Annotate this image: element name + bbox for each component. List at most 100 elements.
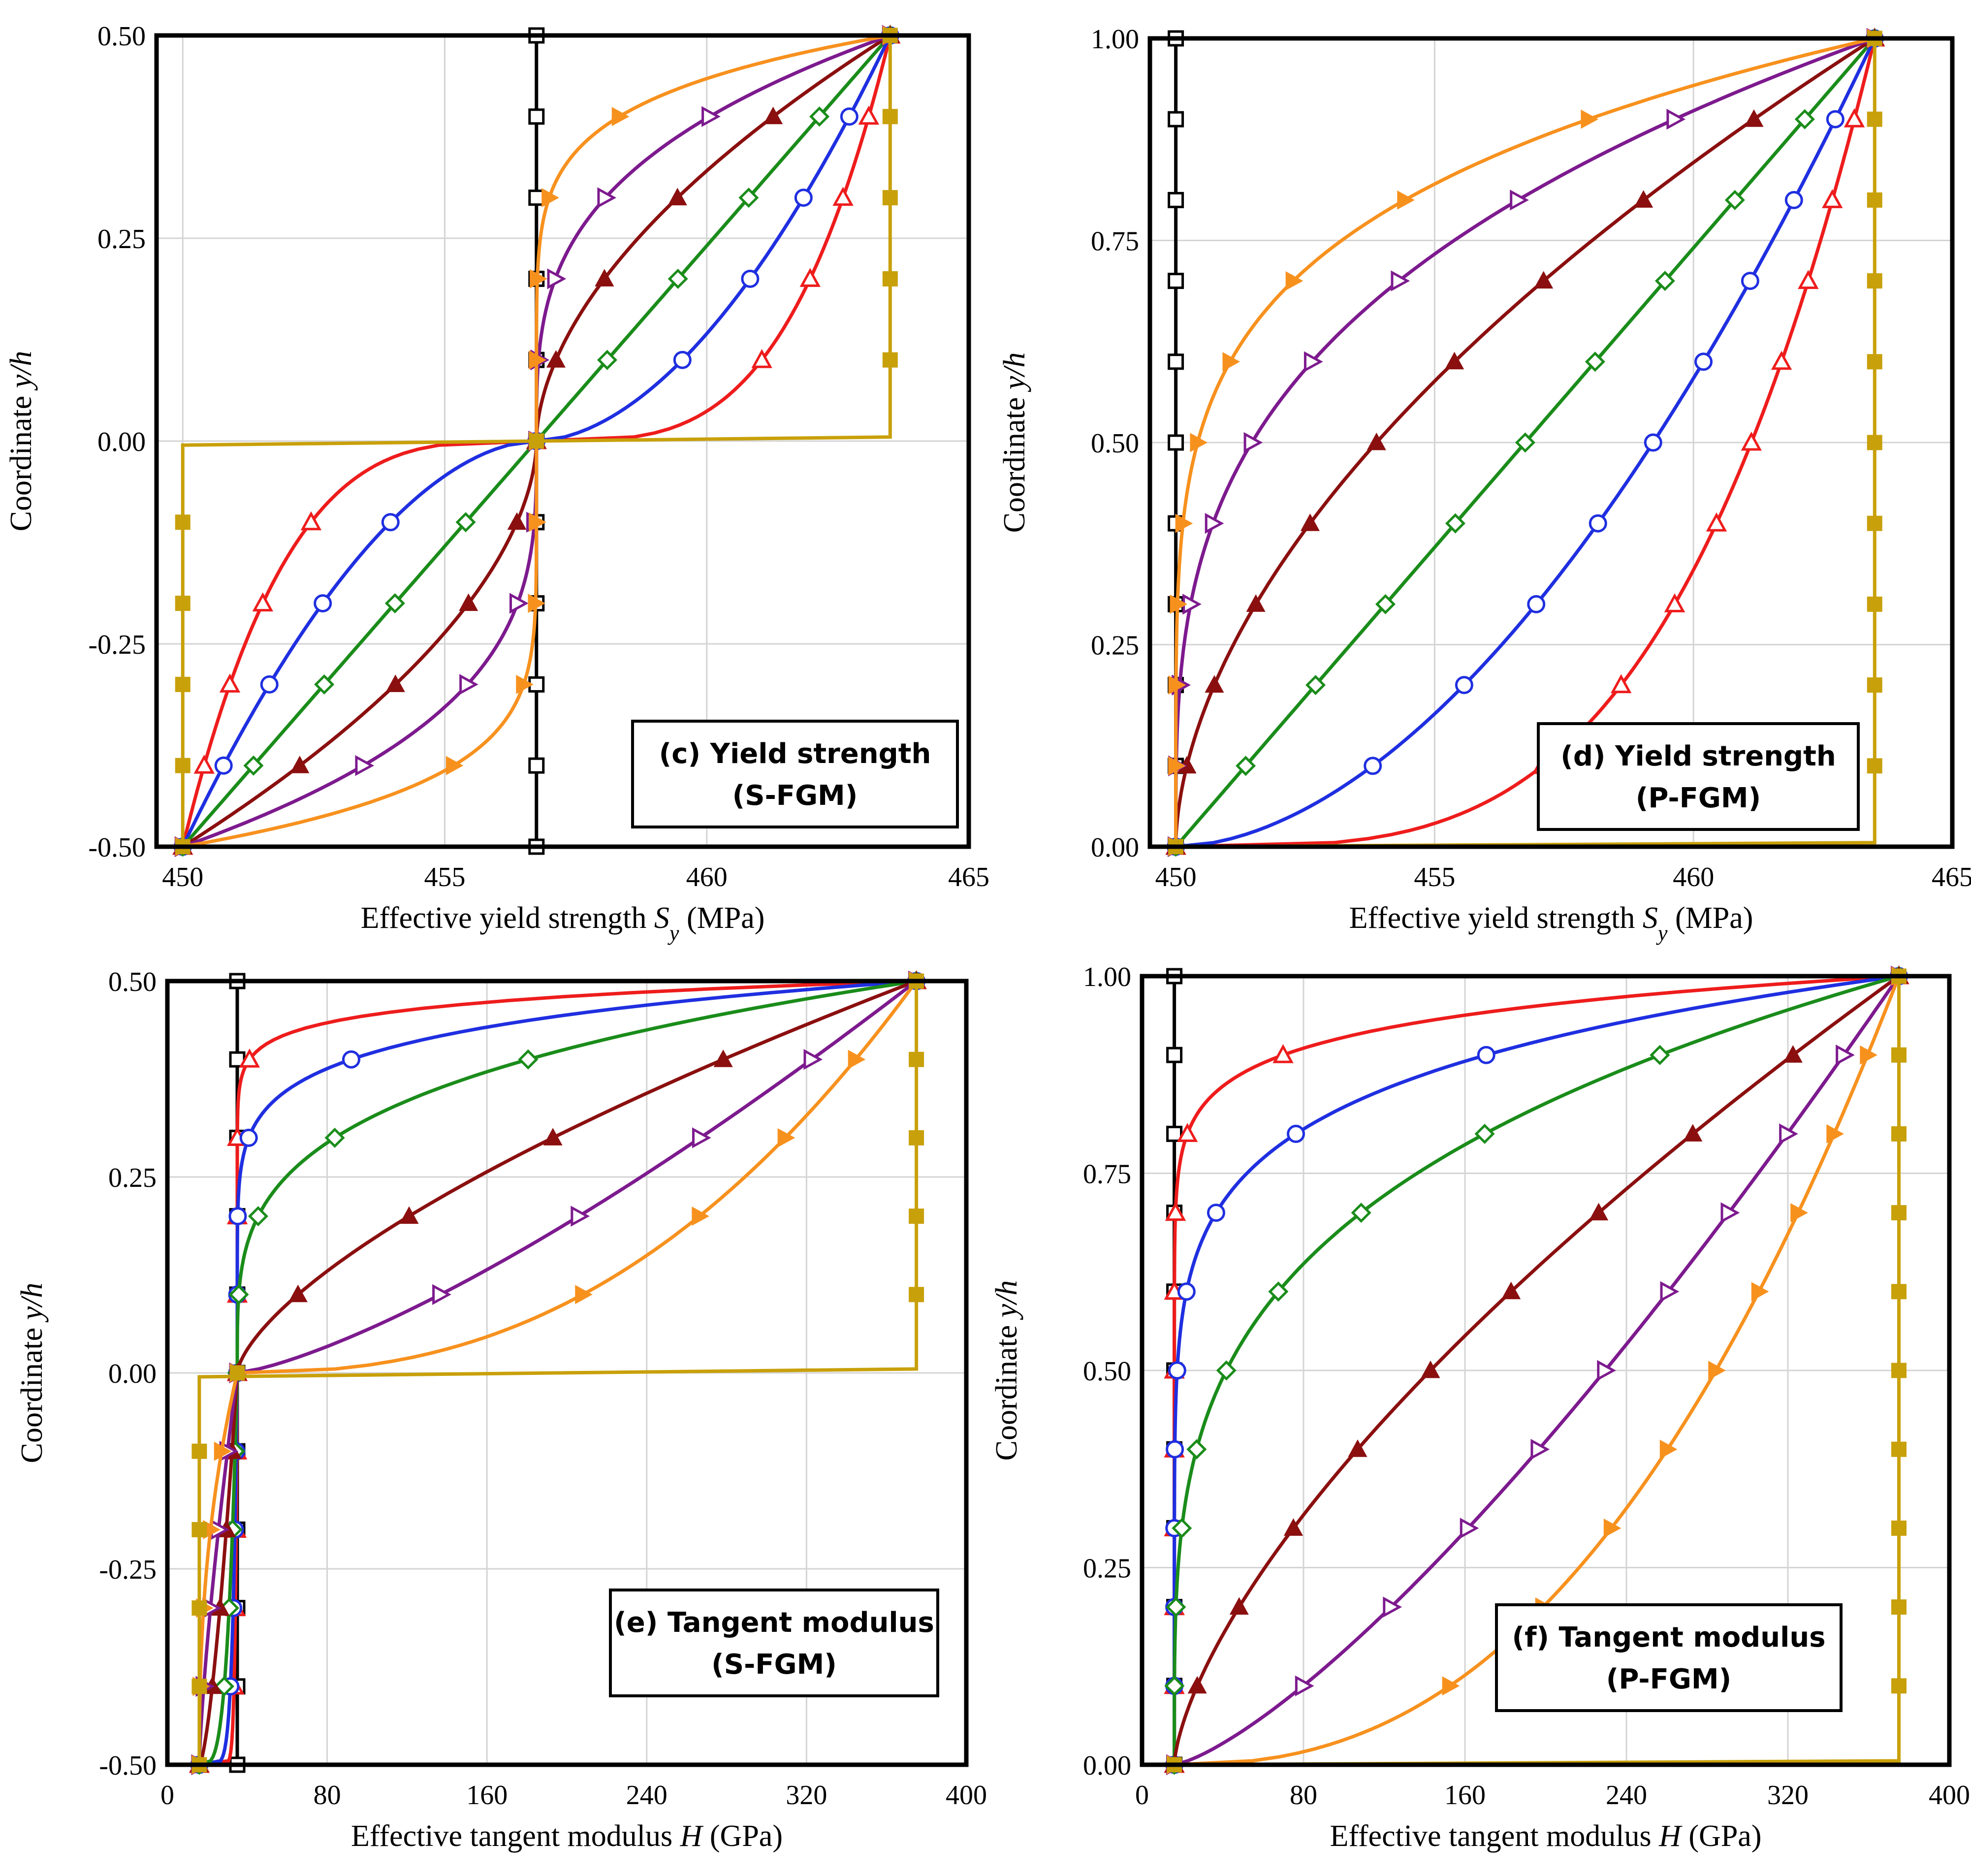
- panel-d-xtick-label-0: 450: [1155, 862, 1197, 892]
- panel-e-title-line2: (S-FGM): [711, 1649, 837, 1681]
- panel-d-series-orange-point-9: [1581, 109, 1599, 129]
- panel-c-series-darkred-point-7: [595, 269, 614, 286]
- panel-f-series-orange-point-7: [1790, 1203, 1808, 1223]
- panel-d-xtick-label-1: 455: [1414, 862, 1455, 892]
- panel-f-series-blue-point-8: [1287, 1124, 1305, 1143]
- panel-e-ytick-label-0: -0.50: [99, 1750, 157, 1781]
- panel-d-series-green-point-4: [1445, 513, 1465, 534]
- panel-d-series-green-point-3: [1375, 594, 1396, 614]
- panel-e-series-gold-point-1: [191, 1679, 207, 1694]
- panel-c-series-blue-point-3: [314, 594, 332, 613]
- panel-f-title-box: (f) Tangent modulus (P-FGM): [1495, 1603, 1843, 1712]
- panel-d-series-orange-point-1: [1168, 756, 1186, 776]
- panel-e-ytick-label-2: 0.00: [108, 1359, 157, 1389]
- panel-f-series-gold-point-0: [1891, 1678, 1907, 1694]
- panel-d-series-purple-point-4: [1205, 512, 1224, 534]
- panel-e-title-line1: (e) Tangent modulus: [614, 1607, 934, 1639]
- panel-c-series-blue-point-7: [741, 269, 760, 288]
- panel-f-series-purple-point-6: [1660, 1281, 1680, 1303]
- panel-f-series-gold-point-2: [1891, 1520, 1907, 1536]
- panel-d-series-gold-point-7: [1867, 192, 1882, 208]
- panel-d-series-red-point-6: [1771, 350, 1792, 370]
- panel-f-series-green-point-6: [1268, 1281, 1289, 1302]
- panel-d-series-blue-point-9: [1826, 110, 1844, 128]
- panel-e-series-gold-point-5: [909, 1287, 924, 1303]
- panel-c-series-blue-point-9: [840, 107, 858, 126]
- panel-e-series-gold-point-6: [909, 1208, 924, 1224]
- panel-c-series-darkred-point-8: [668, 188, 687, 206]
- panel-f-series-darkred-point-8: [1683, 1124, 1703, 1142]
- panel-d-series-green-point-9: [1794, 109, 1815, 129]
- panel-e-series-gold-point-3: [191, 1522, 207, 1537]
- panel-d-series-blue-point-1: [1364, 757, 1382, 775]
- panel-e-xtick-label-3: 240: [626, 1780, 668, 1811]
- panel-e-series-orange-point-6: [575, 1285, 593, 1304]
- panel-e-title-box: (e) Tangent modulus (S-FGM): [609, 1589, 939, 1697]
- panel-e-series-orange-point-8: [777, 1128, 795, 1147]
- panel-e-series-blue-point-7: [228, 1207, 247, 1226]
- panel-f-series-red-point-8: [1176, 1123, 1198, 1142]
- panel-d-yield-strength-p-fgm: 450 455 460 465 0.00 0.25 0.50 0.75 1.00 Effecti…: [998, 24, 1971, 945]
- panel-c-ytick-label-4: 0.50: [97, 21, 146, 52]
- panel-c-title-line2: (S-FGM): [732, 780, 858, 812]
- panel-c-title-line1: (c) Yield strength: [659, 738, 931, 770]
- panel-f-series-orange-point-6: [1751, 1282, 1769, 1302]
- panel-c-series-gold-point-1: [175, 758, 191, 773]
- panel-c-series-green-point-1: [243, 755, 264, 776]
- panel-d-series-green-point-7: [1654, 271, 1675, 291]
- panel-d-series-darkred-point-8: [1634, 190, 1653, 208]
- panel-f-series-green-point-1: [1164, 1676, 1185, 1696]
- panel-f-series-blue-point-7: [1207, 1204, 1225, 1222]
- panel-f-series-purple-point-8: [1779, 1123, 1798, 1145]
- panel-d-series-darkred-point-7: [1534, 271, 1554, 289]
- panel-c-series-blue-point-2: [260, 675, 279, 694]
- panel-f-xtick-label-1: 80: [1290, 1780, 1317, 1811]
- panel-d-series-orange-point-5: [1190, 433, 1208, 452]
- panel-c-series-red-point-4: [300, 511, 322, 531]
- panel-c-series-orange-point-2: [516, 674, 534, 694]
- panel-d-xtick-label-2: 460: [1673, 862, 1714, 892]
- panel-f-series-purple-point-1: [1295, 1675, 1314, 1697]
- panel-c-series-gold-point-7: [882, 190, 898, 206]
- panel-c-series-blue-point-6: [673, 350, 692, 369]
- panel-f-xtick-label-3: 240: [1606, 1780, 1647, 1811]
- panel-d-series-blue-point-2: [1455, 676, 1473, 695]
- panel-d-ytick-label-4: 1.00: [1091, 24, 1139, 55]
- panel-e-ytick-label-4: 0.50: [108, 967, 157, 997]
- panel-f-title-line1: (f) Tangent modulus: [1512, 1622, 1825, 1653]
- panel-c-series-orange-point-3: [528, 594, 546, 613]
- panel-f-ytick-label-3: 0.75: [1083, 1159, 1131, 1190]
- panel-c-series-red-point-6: [751, 349, 772, 368]
- panel-d-series-red-point-7: [1798, 270, 1819, 289]
- panel-c-series-red-point-2: [219, 673, 241, 693]
- panel-e-series-gold-point-7: [909, 1130, 924, 1145]
- panel-c-series-blue-point-4: [381, 513, 400, 532]
- panel-c-xtick-label-3: 465: [948, 862, 989, 892]
- panel-f-series-orange-point-3: [1603, 1518, 1621, 1538]
- panel-c-series-orange-point-6: [529, 350, 546, 370]
- panel-c-series-red-point-3: [252, 592, 274, 612]
- panel-c-series-red-point-1: [193, 755, 215, 774]
- panel-f-xtick-label-5: 400: [1929, 1780, 1970, 1811]
- panel-d-series-black-point-9: [1168, 111, 1184, 127]
- panel-e-series-gold-point-4: [191, 1443, 207, 1459]
- panel-d-series-blue-point-8: [1784, 191, 1803, 209]
- panel-d-series-blue-point-4: [1589, 514, 1607, 533]
- panel-c-series-gold-point-10: [529, 433, 544, 449]
- panel-f-series-purple-point-5: [1597, 1360, 1616, 1381]
- panel-d-series-red-point-4: [1706, 512, 1727, 532]
- panel-d-series-blue-point-3: [1527, 595, 1546, 613]
- panel-c-xtick-label-2: 460: [686, 862, 728, 892]
- panel-d-series-orange-point-6: [1222, 352, 1240, 372]
- panel-e-series-darkred-point-9: [713, 1049, 733, 1067]
- panel-f-series-orange-point-5: [1708, 1361, 1726, 1380]
- panel-c-series-orange-point-4: [529, 512, 546, 532]
- panel-d-series-darkred-point-3: [1246, 594, 1266, 612]
- panel-f-ticks: 0 80 160 240 320 400 0.00 0.25 0.50 0.75 1.00: [1083, 962, 1970, 1811]
- panel-c-series-black-point-8: [528, 190, 545, 206]
- panel-c-series-green-point-9: [809, 106, 830, 127]
- panel-c-ticks: 450 455 460 465 -0.50 -0.25 0.00 0.25 0.50: [88, 21, 989, 892]
- panel-f-xtick-label-0: 0: [1135, 1780, 1149, 1811]
